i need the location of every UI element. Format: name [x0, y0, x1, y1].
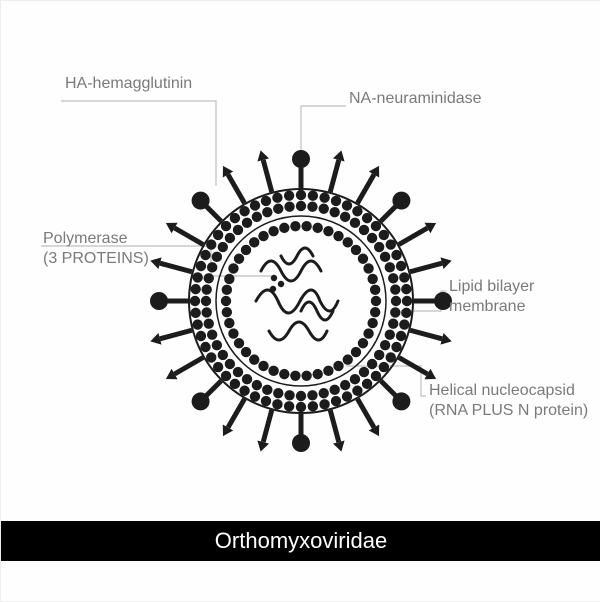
label-na: NA-neuraminidase	[349, 89, 482, 109]
label-polymerase: Polymerase (3 PROTEINS)	[43, 229, 149, 269]
label-helical-line2: (RNA PLUS N protein)	[429, 402, 588, 419]
label-polymerase-line2: (3 PROTEINS)	[43, 250, 149, 267]
label-ha: HA-hemagglutinin	[65, 74, 192, 94]
label-na-text: NA-neuraminidase	[349, 90, 482, 107]
title-text: Orthomyxoviridae	[215, 528, 387, 553]
label-polymerase-line1: Polymerase	[43, 230, 127, 247]
label-ha-text: HA-hemagglutinin	[65, 75, 192, 92]
label-helical-line1: Helical nucleocapsid	[429, 382, 575, 399]
diagram-canvas: HA-hemagglutinin NA-neuraminidase Polyme…	[0, 0, 600, 602]
label-helical: Helical nucleocapsid (RNA PLUS N protein…	[429, 381, 588, 421]
label-lipid: Lipid bilayer membrane	[449, 277, 534, 317]
title-bar: Orthomyxoviridae	[1, 521, 600, 561]
label-lipid-line1: Lipid bilayer	[449, 278, 534, 295]
label-lipid-line2: membrane	[449, 298, 525, 315]
